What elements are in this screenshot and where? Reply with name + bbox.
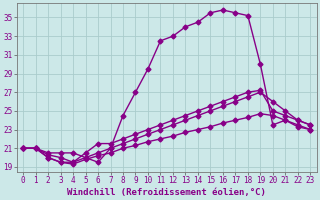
X-axis label: Windchill (Refroidissement éolien,°C): Windchill (Refroidissement éolien,°C) <box>67 188 266 197</box>
